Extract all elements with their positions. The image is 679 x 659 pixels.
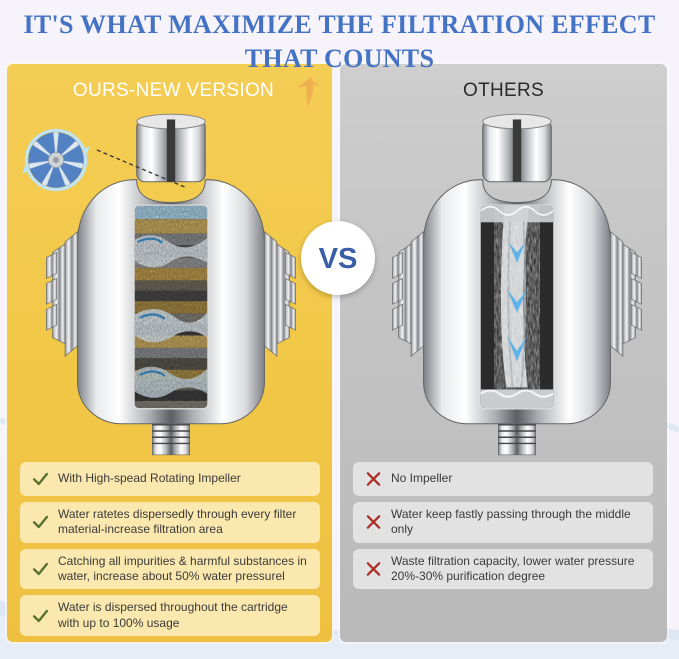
svg-text:VS: VS [319,243,358,275]
